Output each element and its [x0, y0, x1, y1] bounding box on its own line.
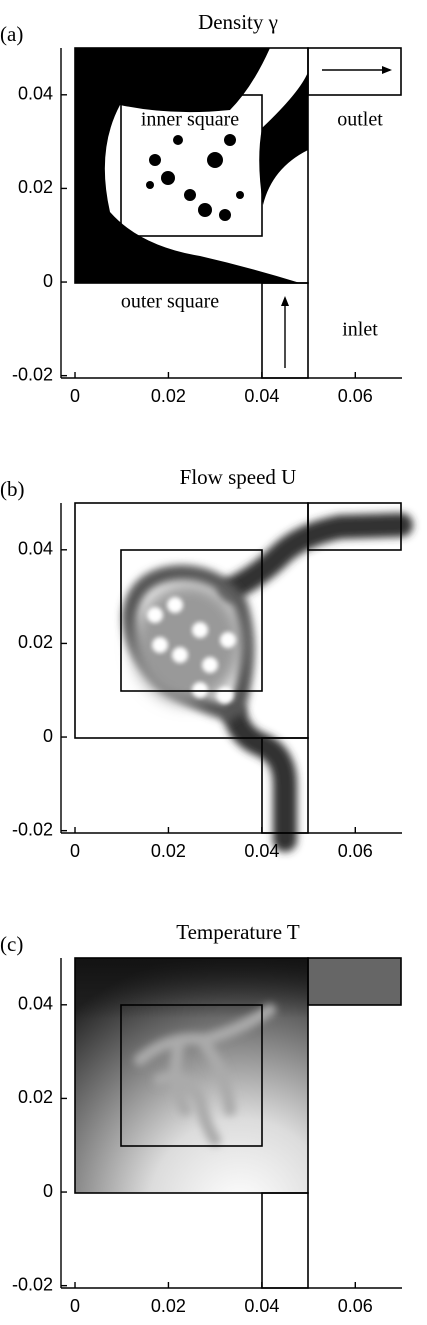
- annotation: outlet: [337, 109, 383, 131]
- slow-pocket: [202, 657, 218, 673]
- solid-spot: [173, 135, 183, 145]
- inner-square: [120, 94, 263, 237]
- x-tick-label: 0.06: [338, 386, 373, 406]
- y-tick-label: -0.02: [12, 819, 53, 839]
- slow-pocket: [217, 687, 233, 703]
- solid-spot: [184, 189, 196, 201]
- y-tick-label: 0.04: [18, 84, 53, 104]
- solid-spot: [161, 171, 175, 185]
- inner-square: [120, 1004, 263, 1147]
- y-tick-label: -0.02: [12, 1274, 53, 1294]
- solid-spot: [219, 209, 231, 221]
- x-tick-label: 0: [70, 1296, 80, 1316]
- panel-label: (b): [0, 477, 25, 501]
- outlet: [307, 502, 402, 551]
- solid-spot: [149, 154, 161, 166]
- x-tick-label: 0: [70, 386, 80, 406]
- slow-pocket: [192, 682, 208, 698]
- slow-pocket: [167, 597, 183, 613]
- panel: 0 0.02 0.04 0.06 -0.02 0 0.02 0.04 Density γ (a) i…: [0, 10, 402, 406]
- y-tick-label: 0: [43, 1181, 53, 1201]
- panel-label: (a): [0, 22, 23, 46]
- y-tick-label: -0.02: [12, 364, 53, 384]
- arrow-head: [281, 296, 289, 306]
- slow-pocket: [192, 622, 208, 638]
- annotation: inner square: [141, 109, 239, 131]
- y-tick-label: 0.02: [18, 1087, 53, 1107]
- x-tick-label: 0.06: [338, 1296, 373, 1316]
- outlet: [307, 957, 402, 1006]
- x-tick-label: 0.06: [338, 841, 373, 861]
- slow-pocket: [152, 637, 168, 653]
- panel: 0 0.02 0.04 0.06 -0.02 0 0.02 0.04 Temperature T…: [0, 920, 402, 1316]
- warm-tree: [134, 1004, 276, 1146]
- y-tick-label: 0: [43, 726, 53, 746]
- slow-pocket: [172, 647, 188, 663]
- solid-spot: [236, 191, 244, 199]
- panel: 0 0.02 0.04 0.06 -0.02 0 0.02 0.04 Flow speed U (…: [0, 465, 413, 861]
- y-tick-label: 0.04: [18, 539, 53, 559]
- outlet: [307, 47, 402, 96]
- x-tick-label: 0.04: [244, 386, 279, 406]
- outlet-field: [308, 958, 401, 1005]
- void-region: [104, 48, 308, 283]
- inlet: [261, 1192, 309, 1289]
- solid-spot: [224, 134, 236, 146]
- outer-square: [74, 47, 309, 284]
- panel-title: Flow speed U: [180, 465, 297, 489]
- slow-pocket: [220, 632, 236, 648]
- x-tick-label: 0.02: [151, 841, 186, 861]
- annotation: inlet: [342, 319, 378, 341]
- panel-title: Temperature T: [176, 920, 300, 944]
- x-tick-label: 0: [70, 841, 80, 861]
- panel-label: (c): [0, 932, 23, 956]
- x-tick-label: 0.02: [151, 386, 186, 406]
- x-tick-label: 0.04: [244, 1296, 279, 1316]
- y-tick-label: 0.02: [18, 632, 53, 652]
- x-tick-label: 0.04: [244, 841, 279, 861]
- inner-square: [120, 549, 263, 692]
- y-tick-label: 0.04: [18, 994, 53, 1014]
- slow-pocket: [147, 607, 163, 623]
- outer-square: [74, 502, 309, 739]
- y-tick-label: 0: [43, 271, 53, 291]
- solid-spot: [207, 152, 223, 168]
- solid-spot: [146, 181, 154, 189]
- outer-square: [74, 957, 309, 1194]
- arrow-head: [382, 66, 392, 74]
- solid-spot: [198, 203, 212, 217]
- panel-title: Density γ: [198, 10, 278, 34]
- flow-core: [218, 513, 413, 852]
- annotation: outer square: [121, 291, 219, 313]
- y-tick-label: 0.02: [18, 177, 53, 197]
- x-tick-label: 0.02: [151, 1296, 186, 1316]
